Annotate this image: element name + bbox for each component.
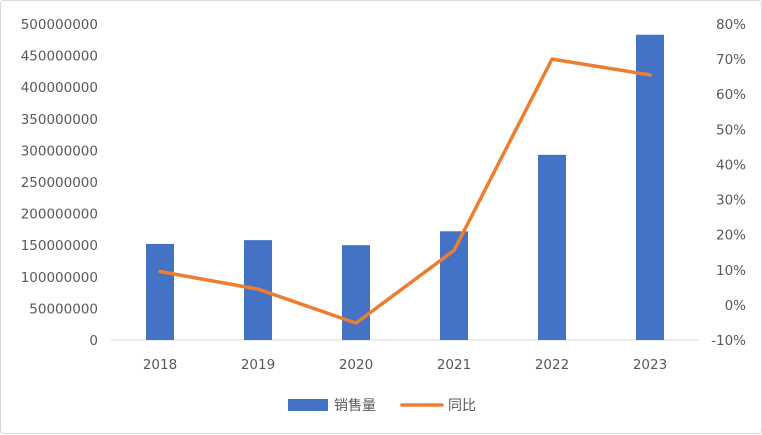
left-tick-label: 200000000 <box>21 207 98 223</box>
bar-2022 <box>538 154 566 340</box>
x-tick-label: 2023 <box>633 357 667 373</box>
left-tick-label: 350000000 <box>21 112 98 128</box>
right-tick-label: 10% <box>716 263 746 279</box>
line-point-2020 <box>354 321 358 325</box>
left-tick-label: 0 <box>89 333 98 349</box>
line-path <box>158 57 652 325</box>
x-tick-label: 2020 <box>339 357 373 373</box>
bar-2020 <box>342 245 370 340</box>
x-tick-label: 2021 <box>437 357 471 373</box>
left-axis: 0 50000000 100000000 150000000 200000000 2500… <box>21 17 98 349</box>
right-tick-label: 50% <box>716 122 746 138</box>
bar-2018 <box>146 243 174 340</box>
left-tick-label: 400000000 <box>21 80 98 96</box>
right-axis: -10% 0% 10% 20% 30% 40% 50% 60% 70% 80% <box>711 17 746 349</box>
x-tick-label: 2019 <box>241 357 275 373</box>
line-point-2023 <box>648 73 652 77</box>
right-tick-label: 60% <box>716 87 746 103</box>
x-tick-label: 2018 <box>143 357 177 373</box>
legend-label: 同比 <box>448 398 476 414</box>
left-tick-label: 450000000 <box>21 49 98 65</box>
legend-swatch-bar <box>288 399 328 411</box>
bar-2023 <box>636 34 664 341</box>
left-tick-label: 100000000 <box>21 270 98 286</box>
bar-series <box>146 34 664 341</box>
left-tick-label: 500000000 <box>21 17 98 33</box>
right-tick-label: 0% <box>725 298 747 314</box>
line-point-2019 <box>256 287 260 291</box>
right-tick-label: 30% <box>716 193 746 209</box>
right-tick-label: 70% <box>716 52 746 68</box>
right-tick-label: 80% <box>716 17 746 33</box>
x-tick-label: 2022 <box>535 357 569 373</box>
left-tick-label: 250000000 <box>21 175 98 191</box>
right-tick-label: 20% <box>716 228 746 244</box>
x-axis: 2018 2019 2020 2021 2022 2023 <box>143 357 667 373</box>
line-point-2018 <box>158 270 162 274</box>
right-tick-label: 40% <box>716 157 746 173</box>
legend: 销售量 同比 <box>288 398 476 414</box>
left-tick-label: 150000000 <box>21 238 98 254</box>
right-tick-label: -10% <box>711 333 746 349</box>
line-point-2021 <box>452 248 456 252</box>
left-tick-label: 50000000 <box>29 301 98 317</box>
line-point-2022 <box>550 57 554 61</box>
left-tick-label: 300000000 <box>21 143 98 159</box>
legend-label: 销售量 <box>334 398 376 414</box>
line-series <box>158 57 652 325</box>
